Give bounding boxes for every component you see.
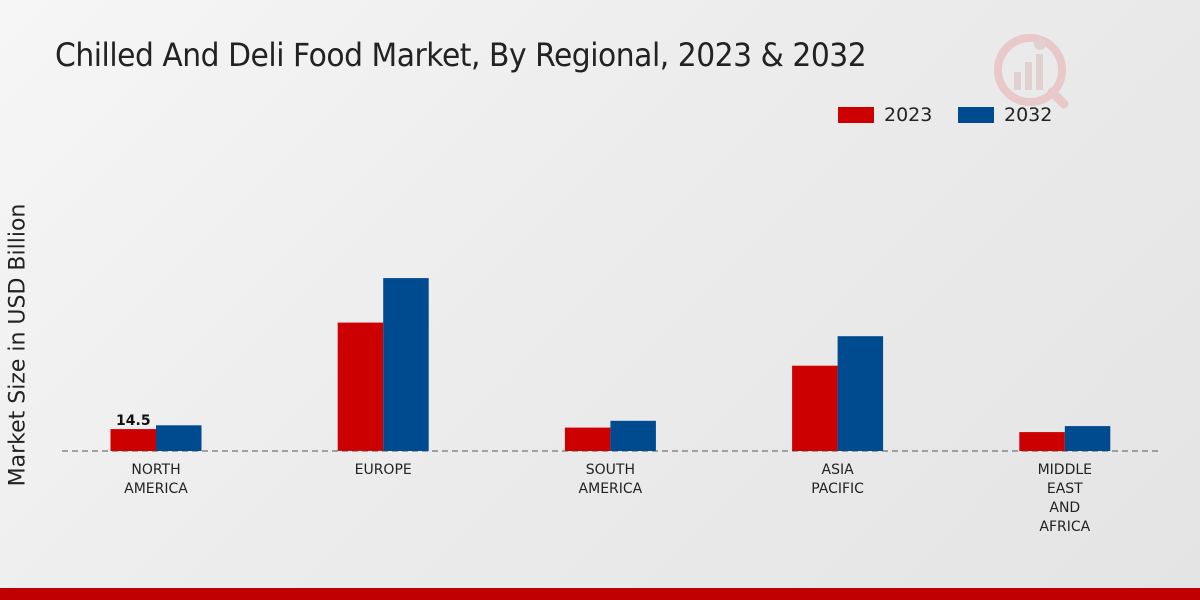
x-tick-label-3: ASIA PACIFIC	[811, 462, 864, 497]
bar-2023-1	[337, 322, 384, 451]
x-tick-label-2: SOUTH AMERICA	[578, 462, 643, 497]
legend-swatch-2032	[958, 107, 994, 123]
legend-label-2023: 2023	[884, 104, 933, 126]
x-tick-label-0: NORTH AMERICA	[124, 462, 188, 497]
bottom-accent-bar	[0, 588, 1200, 600]
x-tick-label-4: MIDDLE EAST AND AFRICA	[1037, 462, 1092, 535]
legend-swatch-2023	[838, 107, 874, 123]
bar-2023-3	[792, 365, 838, 451]
bar-2023-2	[564, 427, 611, 451]
data-label-0: 14.5	[116, 413, 151, 429]
x-tick-label-1: EUROPE	[354, 462, 412, 478]
legend-item-2023: 2023	[838, 104, 932, 126]
bar-2032-0	[156, 425, 202, 451]
watermark-logo-icon	[990, 28, 1074, 117]
bars-group	[110, 278, 1111, 451]
legend-item-2032: 2032	[958, 104, 1052, 126]
data-labels-group: 14.5	[116, 413, 151, 429]
bar-2032-1	[383, 278, 429, 451]
bar-2023-0	[110, 429, 156, 451]
chart-title: Chilled And Deli Food Market, By Regiona…	[55, 36, 867, 74]
legend-label-2032: 2032	[1004, 104, 1053, 126]
bar-2032-2	[610, 420, 656, 451]
bar-2032-4	[1064, 426, 1111, 451]
bar-2032-3	[837, 336, 884, 451]
bar-2023-4	[1019, 432, 1065, 451]
